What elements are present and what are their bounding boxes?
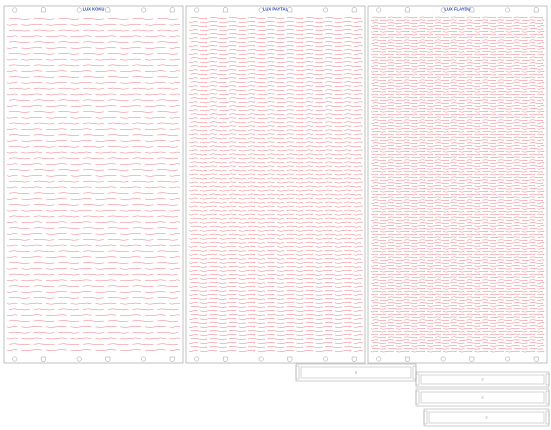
- part-inner-outline: [428, 411, 545, 424]
- mount-tab: [105, 356, 111, 362]
- mount-hole: [505, 356, 511, 362]
- mount-hole: [12, 7, 18, 13]
- panel-2: LUX PAYTAL: [185, 5, 366, 364]
- mount-hole: [194, 7, 200, 13]
- panel-frame: [3, 5, 184, 364]
- mount-hole: [141, 356, 147, 362]
- mount-hole: [258, 7, 264, 13]
- mount-hole: [141, 7, 147, 13]
- mount-hole: [376, 356, 382, 362]
- mount-tab: [287, 7, 293, 13]
- mount-hole: [76, 356, 82, 362]
- strip-part-1: S: [295, 363, 417, 382]
- part-inner-outline: [420, 391, 545, 404]
- panel-3: LUX FLAYDU: [367, 5, 548, 364]
- mount-tab: [404, 356, 410, 362]
- part-label: S: [485, 416, 487, 420]
- mount-hole: [440, 7, 446, 13]
- panel-1: LUX KOKU: [3, 5, 184, 364]
- part-end-tab: [545, 390, 550, 405]
- strip-part-3: S: [415, 388, 550, 407]
- mount-hole: [76, 7, 82, 13]
- panel-title: LUX KOKU: [83, 7, 105, 12]
- part-end-tab: [412, 365, 417, 380]
- part-inner-outline: [420, 374, 545, 385]
- panel-frame: [185, 5, 366, 364]
- mount-hole: [194, 356, 200, 362]
- mount-tab: [351, 7, 357, 13]
- part-inner-outline: [300, 366, 412, 379]
- mount-hole: [12, 356, 18, 362]
- part-label: S: [481, 378, 483, 382]
- cut-pattern: [370, 16, 545, 353]
- strip-part-4: S: [423, 408, 550, 427]
- part-end-tab: [415, 390, 420, 405]
- mount-tab: [105, 7, 111, 13]
- part-end-tab: [415, 373, 420, 386]
- panel-title: LUX FLAYDU: [444, 7, 470, 12]
- mount-tab: [469, 7, 475, 13]
- mount-tab: [169, 7, 175, 13]
- mount-tab: [404, 7, 410, 13]
- mount-tab: [222, 7, 228, 13]
- mount-hole: [323, 7, 329, 13]
- part-end-tab: [295, 365, 300, 380]
- part-end-tab: [423, 410, 428, 425]
- part-label: S: [355, 371, 357, 375]
- mount-tab: [169, 356, 175, 362]
- mount-tab: [533, 7, 539, 13]
- mount-hole: [505, 7, 511, 13]
- panel-frame: [367, 5, 548, 364]
- strip-part-2: S: [415, 371, 550, 388]
- mount-hole: [440, 356, 446, 362]
- mount-tab: [469, 356, 475, 362]
- mount-tab: [287, 356, 293, 362]
- part-end-tab: [545, 373, 550, 386]
- parts-layer: S S S S: [295, 363, 550, 427]
- part-label: S: [481, 396, 483, 400]
- mount-tab: [533, 356, 539, 362]
- cut-pattern: [6, 18, 181, 351]
- panels-layer: LUX KOKU LUX PAYTAL LUX FLAYDU: [3, 5, 548, 364]
- panel-title: LUX PAYTAL: [263, 7, 289, 12]
- mount-tab: [40, 356, 46, 362]
- mount-tab: [222, 356, 228, 362]
- mount-hole: [323, 356, 329, 362]
- cut-pattern: [188, 17, 363, 352]
- mount-tab: [351, 356, 357, 362]
- mount-hole: [376, 7, 382, 13]
- part-end-tab: [545, 410, 550, 425]
- mount-tab: [40, 7, 46, 13]
- mount-hole: [258, 356, 264, 362]
